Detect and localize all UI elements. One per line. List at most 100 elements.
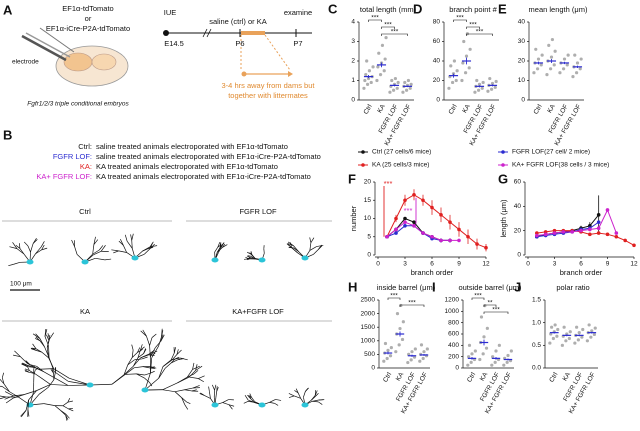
x-tick-label: 6 <box>579 261 583 268</box>
significance-label: *** <box>390 293 398 300</box>
y-tick-label: 200 <box>448 353 459 360</box>
data-point <box>364 73 368 77</box>
data-point <box>480 86 484 90</box>
data-point <box>490 363 494 367</box>
x-tick-label: Ctrl <box>533 103 544 116</box>
dendrite <box>93 236 96 245</box>
data-point <box>421 198 425 203</box>
dendrite <box>136 373 145 376</box>
dendrite <box>34 367 44 373</box>
dendrite <box>160 334 164 342</box>
dendrite <box>9 246 18 249</box>
dendrite <box>269 402 275 404</box>
dendrite <box>177 376 188 384</box>
chart-title: polar ratio <box>556 283 589 292</box>
data-point <box>389 346 393 350</box>
y-tick-label: 80 <box>433 19 441 26</box>
data-point <box>382 69 386 73</box>
dendrite <box>0 385 3 387</box>
data-point <box>383 341 388 346</box>
data-point <box>494 79 498 84</box>
data-point <box>614 231 619 235</box>
data-point <box>535 233 539 238</box>
dendrite <box>1 377 5 384</box>
dendrite <box>294 390 299 394</box>
y-tick-label: 0 <box>436 97 440 104</box>
data-point <box>564 339 568 343</box>
legend-text: KA treated animals electroporated with E… <box>96 172 311 181</box>
dendrite <box>34 338 41 342</box>
data-point <box>545 73 549 77</box>
y-tick-label: 0 <box>367 252 371 259</box>
x-tick-label: Ctrl <box>548 371 559 384</box>
panel-letter: G <box>498 171 508 186</box>
dendrite <box>41 351 49 359</box>
chart-title: mean length (μm) <box>529 5 588 14</box>
electrode <box>25 32 71 58</box>
dendrite <box>184 387 193 391</box>
significance-label: *** <box>391 29 399 36</box>
data-point <box>412 224 416 228</box>
data-point <box>421 356 425 361</box>
significance-bracket <box>381 26 395 29</box>
dendrite <box>192 365 200 370</box>
data-point <box>562 57 567 61</box>
dendrite <box>4 391 14 397</box>
series-line <box>536 208 617 237</box>
dendrite <box>67 400 73 403</box>
data-point <box>596 213 601 217</box>
data-point <box>430 234 434 239</box>
data-point <box>466 363 470 367</box>
data-point <box>382 359 386 363</box>
dendrite <box>189 376 199 379</box>
dendrite <box>318 245 323 250</box>
data-point <box>418 359 422 363</box>
dendrite <box>27 245 31 253</box>
data-point <box>502 363 506 367</box>
electrode <box>21 34 67 62</box>
dendrite <box>288 395 295 398</box>
data-point <box>375 78 379 83</box>
treatment-bar <box>241 31 265 35</box>
legend-text: saline treated animals electroporated wi… <box>96 142 288 151</box>
soma <box>86 382 94 388</box>
ventricle <box>91 53 117 71</box>
x-tick-label: Ctrl <box>466 371 477 384</box>
x-tick-label: 0 <box>376 261 380 268</box>
data-point <box>568 330 572 334</box>
data-point <box>367 69 372 73</box>
data-point <box>573 53 577 57</box>
dendrite <box>309 237 312 243</box>
timeline-dot <box>163 30 169 36</box>
data-point <box>422 350 426 354</box>
x-tick-label: KA <box>546 103 557 115</box>
dendrite <box>133 366 144 369</box>
dendrite <box>195 364 198 371</box>
dendrite <box>32 343 37 349</box>
dendrite <box>137 347 141 353</box>
dendrite <box>140 354 150 359</box>
legend-label: KA (25 cells/3 mice) <box>372 162 429 169</box>
legend-marker <box>501 150 505 154</box>
data-point <box>476 88 481 92</box>
dendrite <box>150 357 153 373</box>
dendrite <box>38 368 54 370</box>
dendrite <box>15 245 21 249</box>
dendrite <box>162 389 176 393</box>
dendrite <box>12 394 25 399</box>
dendrite <box>68 407 73 410</box>
significance-bracket <box>466 26 480 29</box>
data-point <box>588 232 592 237</box>
data-point <box>385 356 389 361</box>
dendrite <box>1 386 10 392</box>
y-tick-label: 3 <box>351 38 355 45</box>
dendrite <box>118 250 127 253</box>
data-point <box>605 208 610 212</box>
soma <box>211 402 219 408</box>
dendrite <box>131 233 134 241</box>
dendrite <box>176 349 179 355</box>
dendrite <box>184 389 192 392</box>
y-tick-label: 20 <box>433 77 441 84</box>
data-point <box>588 227 592 232</box>
